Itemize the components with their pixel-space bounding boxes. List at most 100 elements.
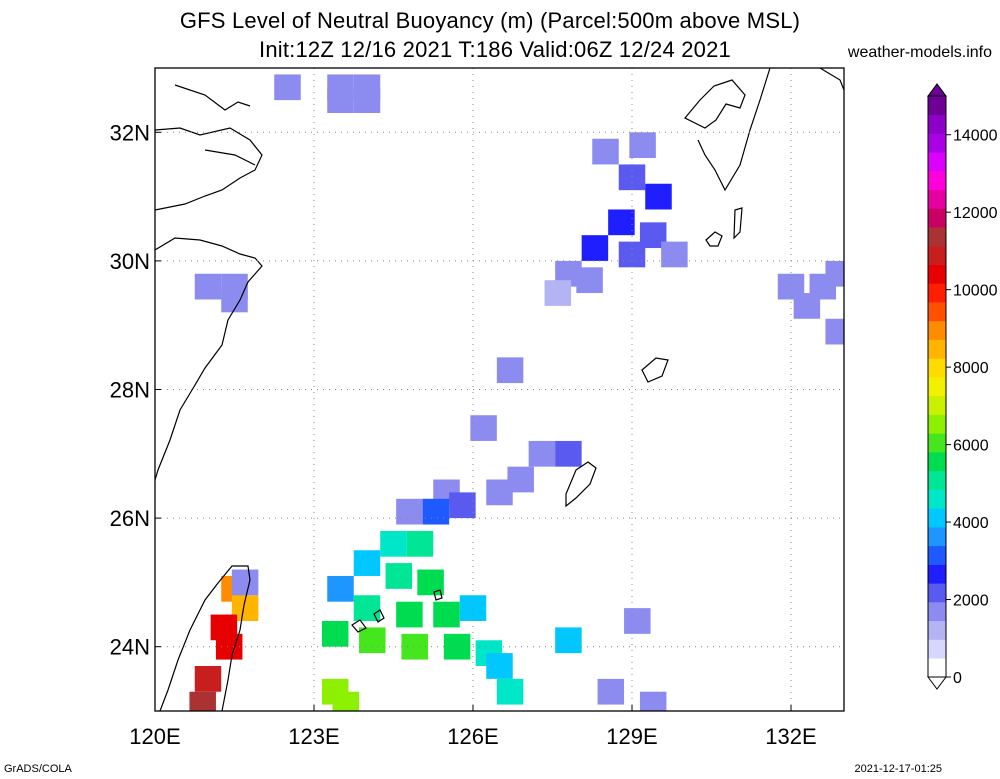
colorbar-segment	[928, 395, 946, 415]
x-tick-label: 120E	[129, 724, 180, 749]
colorbar-segment	[928, 489, 946, 509]
data-cells	[189, 74, 844, 711]
data-cell	[486, 653, 513, 679]
y-axis: 24N 26N 28N 30N 32N	[110, 120, 161, 660]
y-tick-label: 30N	[110, 249, 150, 274]
data-cell	[597, 678, 625, 705]
colorbar-segment	[928, 433, 946, 453]
colorbar-tick-label: 6000	[953, 438, 989, 455]
data-cell	[401, 633, 428, 660]
colorbar-segment	[928, 658, 946, 678]
data-cell	[194, 273, 222, 300]
data-cell	[194, 665, 222, 692]
colorbar-segment	[928, 245, 946, 265]
data-cell	[544, 280, 572, 306]
colorbar-max-arrow	[927, 83, 947, 97]
colorbar-tick-label: 12000	[953, 205, 998, 222]
data-cell	[608, 209, 635, 236]
y-tick-label: 24N	[110, 635, 150, 660]
data-cell	[380, 530, 407, 557]
x-tick-label: 126E	[447, 724, 498, 749]
grid-lines	[155, 68, 844, 711]
data-cell	[215, 633, 243, 660]
data-cell	[321, 620, 349, 647]
colorbar-segment	[928, 470, 946, 490]
data-cell	[528, 440, 556, 467]
data-cell	[592, 138, 619, 165]
data-cell	[396, 601, 423, 628]
island-tanegashima	[705, 231, 723, 247]
x-axis: 120E 123E 126E 129E 132E	[129, 705, 817, 749]
data-cell	[496, 357, 524, 384]
data-cell	[327, 575, 354, 602]
island-yakushima	[733, 207, 743, 240]
colorbar-segment	[928, 527, 946, 547]
colorbar-segment	[928, 283, 946, 303]
island-sakishima	[351, 589, 443, 633]
site-label: weather-models.info	[847, 44, 992, 61]
chart-subtitle: Init:12Z 12/16 2021 T:186 Valid:06Z 12/2…	[259, 37, 731, 62]
footer-left: GrADS/COLA	[4, 763, 72, 775]
data-cell	[274, 74, 301, 101]
colorbar-segment	[928, 377, 946, 397]
coastline-china-north	[155, 127, 263, 211]
footer-timestamp: 2021-12-17-01:25	[854, 763, 942, 775]
data-cell	[825, 260, 844, 287]
data-cell	[793, 293, 821, 319]
colorbar-segment	[928, 602, 946, 622]
colorbar-tick-label: 10000	[953, 283, 998, 300]
colorbar-tick-label: 2000	[953, 593, 989, 610]
data-cell	[661, 241, 688, 268]
data-cell	[433, 601, 460, 628]
colorbar-segment	[928, 508, 946, 528]
chart-title: GFS Level of Neutral Buoyancy (m) (Parce…	[179, 8, 801, 33]
colorbar-segment	[928, 114, 946, 134]
colorbar-segment	[928, 227, 946, 247]
colorbar-tick-label: 0	[953, 670, 962, 687]
data-cell	[353, 550, 381, 576]
data-cell	[417, 569, 444, 596]
coastline-china-east	[155, 237, 263, 481]
colorbar-segment	[928, 545, 946, 565]
colorbar: 0 2000 4000 6000 8000 10000 12000 14000	[927, 83, 998, 690]
data-cell	[639, 691, 667, 711]
x-tick-label: 123E	[288, 724, 339, 749]
colorbar-segment	[928, 133, 946, 153]
data-cell	[353, 87, 381, 114]
data-cell	[624, 608, 651, 634]
data-cell	[825, 318, 844, 345]
data-cell	[332, 691, 360, 711]
colorbar-tick-label: 14000	[953, 128, 998, 145]
y-tick-label: 28N	[110, 378, 150, 403]
colorbar-segment	[928, 452, 946, 472]
data-cell	[470, 415, 497, 441]
data-cell	[555, 440, 582, 467]
colorbar-segment	[928, 264, 946, 284]
colorbar-segment	[928, 564, 946, 584]
data-cell	[555, 627, 582, 654]
coastline-taiwan	[159, 565, 251, 711]
colorbar-segment	[928, 96, 946, 116]
data-cell	[486, 479, 513, 506]
island-amami	[641, 357, 669, 383]
colorbar-segment	[928, 189, 946, 209]
colorbar-segment	[928, 170, 946, 191]
data-cell	[449, 492, 476, 519]
x-tick-label: 132E	[765, 724, 816, 749]
colorbar-segment	[928, 208, 946, 228]
data-cell	[396, 498, 423, 525]
data-cell	[576, 267, 603, 294]
colorbar-tick-label: 8000	[953, 360, 989, 377]
coastline-kyushu-north	[684, 79, 746, 129]
y-tick-label: 32N	[110, 120, 150, 145]
colorbar-segment	[928, 302, 946, 322]
colorbar-min-arrow	[927, 676, 947, 690]
colorbar-segment	[928, 620, 946, 640]
data-cell	[581, 235, 609, 261]
colorbar-segment	[928, 320, 946, 340]
data-cell	[496, 678, 524, 705]
data-cell	[443, 633, 471, 660]
data-cell	[618, 164, 646, 191]
coastline-kyushu-east	[697, 68, 844, 192]
